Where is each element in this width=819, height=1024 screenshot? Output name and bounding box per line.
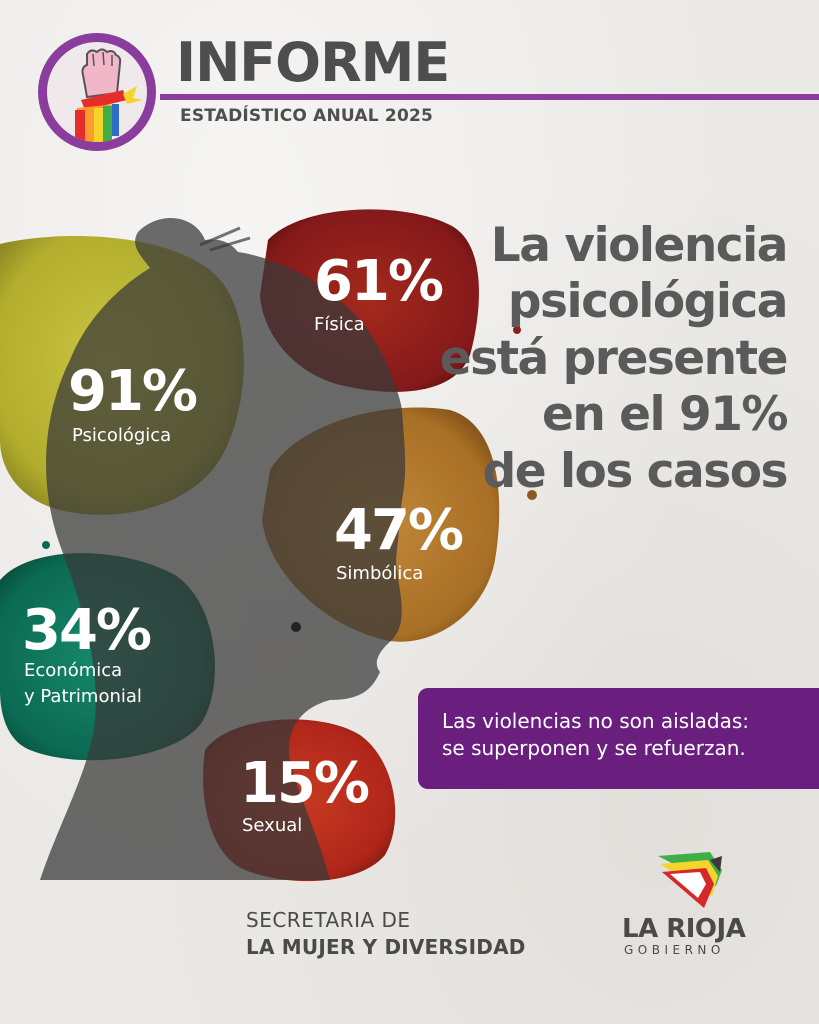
stat-simbolica-label: Simbólica <box>336 563 424 584</box>
stat-psicologica-percent: 91% <box>68 359 198 424</box>
stat-economica-label-line1: Económica <box>24 660 123 681</box>
secretaria-line1: SECRETARIA DE <box>246 908 411 932</box>
headline-line: en el 91% <box>541 387 789 443</box>
stat-economica-label-line2: y Patrimonial <box>24 686 142 707</box>
callout-line: se superponen y se refuerzan. <box>442 735 746 760</box>
stat-fisica-label: Física <box>314 314 365 335</box>
stat-fisica-percent: 61% <box>314 249 444 314</box>
gov-name: LA RIOJA <box>622 914 746 944</box>
stat-sexual-percent: 15% <box>240 751 370 816</box>
headline-line: de los casos <box>482 443 789 499</box>
page-subtitle: ESTADÍSTICO ANUAL 2025 <box>180 106 434 126</box>
headline: La violencia psicológica está presente e… <box>427 218 789 500</box>
stat-simbolica-percent: 47% <box>334 498 464 563</box>
headline-line: está presente <box>439 330 789 386</box>
headline-line: psicológica <box>507 274 789 330</box>
page-title: INFORME <box>176 31 450 94</box>
la-rioja-logo-icon <box>658 852 722 908</box>
stat-sexual-label: Sexual <box>242 815 303 836</box>
raised-fist-rainbow-icon <box>38 33 156 151</box>
gov-subtitle: GOBIERNO <box>624 943 725 957</box>
stat-economica-percent: 34% <box>22 598 152 663</box>
secretaria-line2: LA MUJER Y DIVERSIDAD <box>246 935 526 959</box>
callout-box: Las violencias no son aisladas: se super… <box>418 688 819 789</box>
headline-line: La violencia <box>490 218 789 273</box>
callout-line: Las violencias no son aisladas: <box>442 709 750 733</box>
header-rule <box>160 94 819 100</box>
stat-psicologica-label: Psicológica <box>72 425 172 446</box>
